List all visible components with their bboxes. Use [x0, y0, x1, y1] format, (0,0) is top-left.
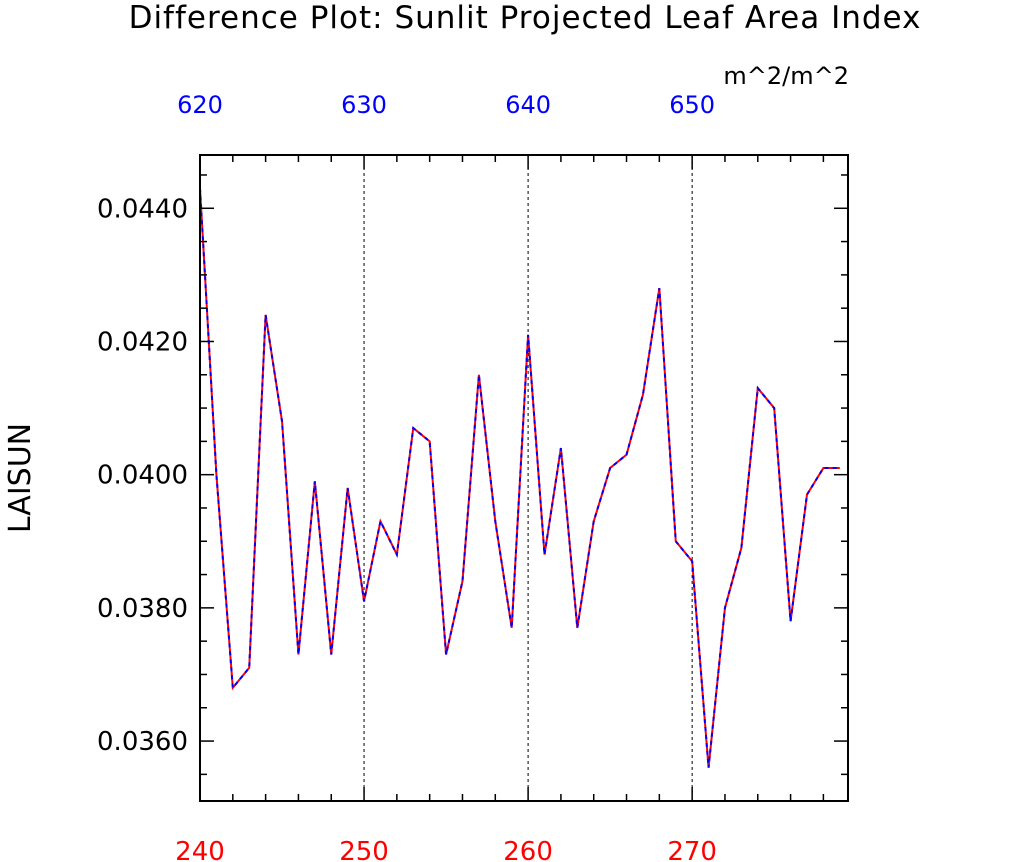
units-label: m^2/m^2 — [723, 62, 849, 90]
x-tick-label-top: 630 — [341, 91, 387, 119]
series-lines — [199, 188, 840, 768]
series-line-2 — [199, 188, 840, 768]
y-tick-label: 0.0360 — [97, 727, 188, 757]
y-tick-label: 0.0420 — [97, 327, 188, 357]
x-tick-label-top: 640 — [505, 91, 551, 119]
y-axis-label: LAISUN — [3, 423, 38, 533]
y-tick-label: 0.0440 — [97, 194, 188, 224]
x-tick-label-top: 620 — [177, 91, 223, 119]
gridlines — [363, 155, 693, 801]
axes — [199, 154, 849, 802]
y-tick-label: 0.0380 — [97, 594, 188, 624]
x-tick-label-bottom: 270 — [667, 837, 717, 862]
x-tick-label-bottom: 250 — [339, 837, 389, 862]
y-tick-label: 0.0400 — [97, 461, 188, 491]
plot-frame — [199, 154, 849, 802]
tick-labels: 0.0360 0.0380 0.0400 0.0420 0.0440 240 250 260 2… — [97, 91, 717, 862]
x-tick-label-bottom: 260 — [503, 837, 553, 862]
x-tick-label-top: 650 — [669, 91, 715, 119]
chart-title: Difference Plot: Sunlit Projected Leaf A… — [129, 0, 922, 36]
x-tick-label-bottom: 240 — [175, 837, 225, 862]
